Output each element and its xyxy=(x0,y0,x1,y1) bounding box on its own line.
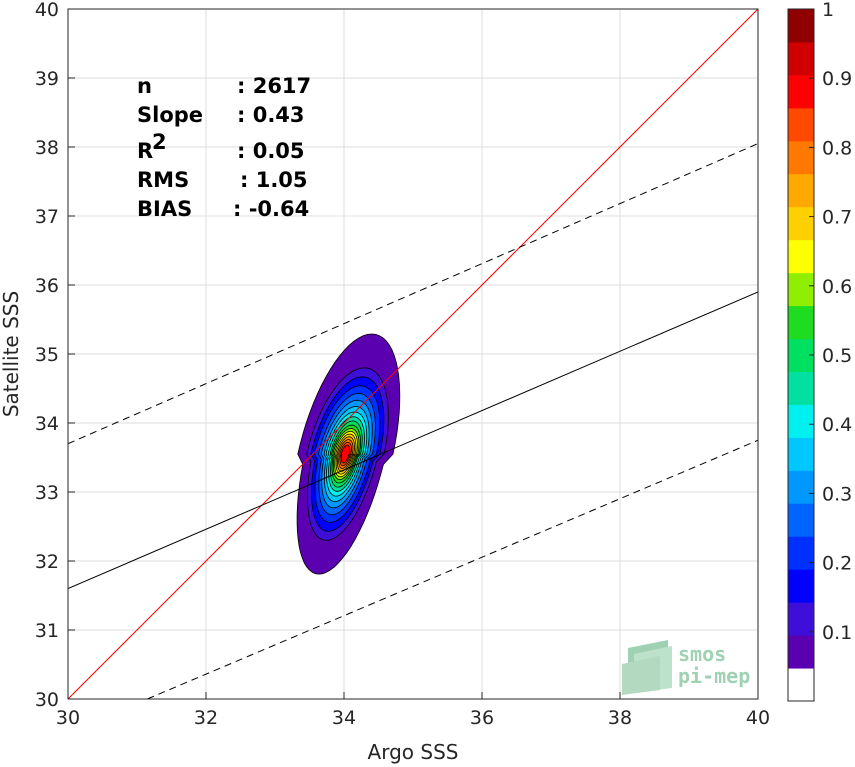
y-tick-label: 32 xyxy=(35,551,59,573)
colorbar-segment xyxy=(788,305,814,340)
x-tick-label: 30 xyxy=(56,707,80,729)
colorbar-tick-label: 0.2 xyxy=(822,553,852,575)
colorbar-segment xyxy=(788,173,814,208)
y-tick-label: 39 xyxy=(35,68,59,90)
stat-label: n xyxy=(137,74,152,98)
density-contour-0.9 xyxy=(340,444,351,464)
reference-lines xyxy=(68,9,758,699)
x-axis-ticks: 30 32 34 36 38 40 xyxy=(56,692,770,729)
identity-line xyxy=(68,9,758,699)
colorbar-segment xyxy=(788,206,814,241)
stat-label: BIAS xyxy=(137,197,192,221)
colorbar-segment xyxy=(788,371,814,405)
stat-value: : 0.43 xyxy=(237,103,305,127)
x-tick-label: 38 xyxy=(608,707,632,729)
colorbar-segment xyxy=(788,437,814,471)
stat-value: : 2617 xyxy=(237,74,311,98)
regression-line xyxy=(68,291,758,590)
colorbar-segment xyxy=(788,635,814,669)
logo-line1: smos xyxy=(678,642,726,666)
smos-pi-mep-logo: smos pi-mep xyxy=(622,640,750,695)
density-contours xyxy=(296,333,401,575)
stats-box: n : 2617 Slope : 0.43 R2 : 0.05 RMS : 1.05 BIAS:… xyxy=(137,74,311,221)
colorbar-segment xyxy=(788,470,814,504)
colorbar-tick-label: 0.3 xyxy=(822,483,852,505)
y-tick-label: 34 xyxy=(35,413,59,435)
colorbar-tick-label: 0.9 xyxy=(822,68,852,90)
colorbar-segment xyxy=(788,503,814,537)
lower-bound-line xyxy=(147,439,758,699)
stat-superscript: 2 xyxy=(152,130,167,154)
upper-bound-line xyxy=(68,143,758,445)
x-tick-label: 36 xyxy=(470,707,494,729)
colorbar-segment xyxy=(788,9,814,43)
y-tick-label: 31 xyxy=(35,620,59,642)
colorbar-tick-label: 0.6 xyxy=(822,276,852,298)
y-axis-ticks: 30 31 32 33 34 35 36 37 38 39 40 xyxy=(35,0,75,711)
stat-label: Slope xyxy=(137,103,203,127)
logo-line2: pi-mep xyxy=(678,664,750,688)
y-axis-label: Satellite SSS xyxy=(0,291,23,417)
y-tick-label: 37 xyxy=(35,206,59,228)
colorbar-tick-label: 0.8 xyxy=(822,137,852,159)
stat-label: R xyxy=(137,139,153,163)
colorbar-segment xyxy=(788,536,814,570)
stat-value: : -0.64 xyxy=(233,197,309,221)
colorbar: 0.1 0.2 0.3 0.4 0.5 0.6 0.7 0.8 0.9 1 xyxy=(787,0,852,702)
colorbar-segment xyxy=(788,272,814,307)
colorbar-segment xyxy=(788,404,814,438)
stat-value: : 0.05 xyxy=(237,139,305,163)
x-tick-label: 32 xyxy=(194,707,218,729)
colorbar-segment xyxy=(788,41,814,76)
colorbar-segment xyxy=(788,239,814,274)
x-tick-label: 40 xyxy=(746,707,770,729)
colorbar-tick-label: 0.1 xyxy=(822,622,852,644)
y-tick-label: 40 xyxy=(35,0,59,21)
y-tick-label: 38 xyxy=(35,137,59,159)
x-axis-label: Argo SSS xyxy=(368,740,459,764)
colorbar-segment xyxy=(788,668,814,702)
y-tick-label: 30 xyxy=(35,689,59,711)
y-tick-label: 33 xyxy=(35,482,59,504)
x-tick-label: 34 xyxy=(332,707,356,729)
colorbar-tick-label: 0.7 xyxy=(822,207,852,229)
grid xyxy=(67,8,759,700)
stat-label: RMS xyxy=(137,168,189,192)
y-tick-label: 35 xyxy=(35,344,59,366)
colorbar-segment xyxy=(788,107,814,142)
colorbar-segment xyxy=(788,74,814,109)
colorbar-tick-label: 1 xyxy=(822,0,834,21)
colorbar-tick-label: 0.5 xyxy=(822,345,852,367)
colorbar-tick-label: 0.4 xyxy=(822,414,852,436)
y-tick-label: 36 xyxy=(35,275,59,297)
stat-value: : 1.05 xyxy=(240,168,308,192)
colorbar-segment xyxy=(788,569,814,603)
colorbar-segment xyxy=(788,602,814,636)
colorbar-segment xyxy=(788,140,814,175)
